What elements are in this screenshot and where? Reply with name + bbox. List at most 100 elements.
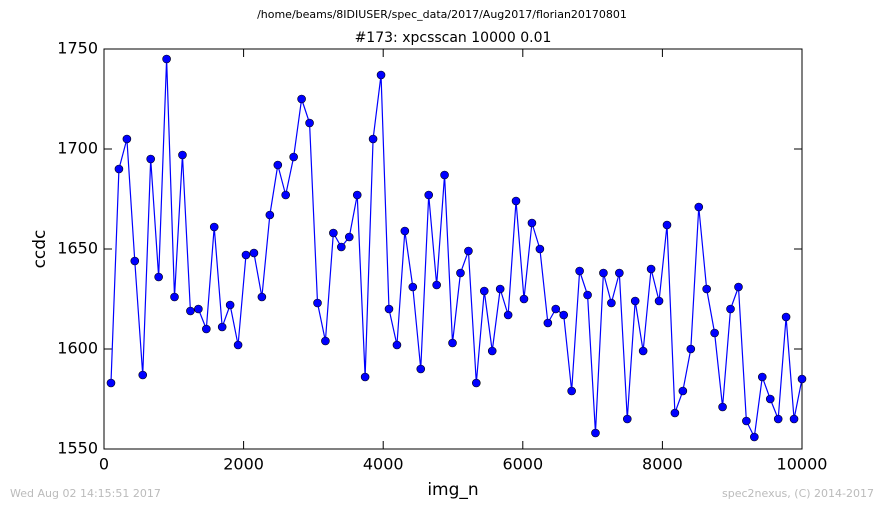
data-point <box>424 190 434 200</box>
data-point <box>329 228 338 238</box>
data-point <box>376 70 386 80</box>
data-point <box>106 378 116 388</box>
data-point <box>416 364 426 374</box>
data-point <box>186 306 195 316</box>
data-point <box>384 304 394 314</box>
data-point <box>583 290 592 300</box>
data-point <box>686 344 696 354</box>
data-point <box>757 372 767 382</box>
data-point <box>456 268 465 278</box>
data-point <box>511 196 521 206</box>
data-point <box>718 402 727 412</box>
data-point <box>337 242 346 252</box>
data-point <box>241 250 251 260</box>
data-point <box>615 268 624 278</box>
chart-title: #173: xpcsscan 10000 0.01 <box>355 30 552 46</box>
data-point <box>178 150 187 160</box>
data-point <box>734 282 743 292</box>
data-point <box>527 218 537 228</box>
data-point <box>146 154 155 164</box>
data-point <box>630 296 640 306</box>
data-point <box>694 202 704 212</box>
y-tick-label: 1750 <box>57 39 98 58</box>
data-point <box>503 310 513 320</box>
suptitle: /home/beams/8IDIUSER/spec_data/2017/Aug2… <box>257 8 627 21</box>
data-point <box>392 340 402 350</box>
data-point <box>773 414 783 424</box>
y-tick-label: 1550 <box>57 439 98 458</box>
x-tick-label: 4000 <box>363 455 404 474</box>
data-point <box>646 264 656 274</box>
data-point <box>559 310 569 320</box>
data-point <box>194 304 203 314</box>
data-point <box>305 118 314 128</box>
data-point <box>344 232 354 242</box>
data-point <box>678 386 688 396</box>
data-point <box>209 222 219 232</box>
data-point <box>797 374 807 384</box>
data-point <box>352 190 362 200</box>
data-point <box>321 336 330 346</box>
x-tick-label: 0 <box>99 455 109 474</box>
data-point <box>607 298 616 308</box>
data-point <box>622 414 632 424</box>
data-point <box>368 134 378 144</box>
data-point <box>495 284 505 294</box>
y-tick-label: 1600 <box>57 339 98 358</box>
y-tick-label: 1650 <box>57 239 98 258</box>
data-point <box>289 152 298 162</box>
data-point <box>130 256 140 266</box>
data-point <box>448 338 457 348</box>
data-point <box>297 94 306 104</box>
data-point <box>257 292 267 302</box>
data-point <box>567 386 576 396</box>
data-point <box>400 226 410 236</box>
data-point <box>170 292 179 302</box>
data-point <box>726 304 735 314</box>
data-line <box>110 58 803 440</box>
data-point <box>591 428 600 438</box>
data-point <box>638 346 648 356</box>
data-point <box>551 304 561 314</box>
y-tick-label: 1700 <box>57 139 98 158</box>
data-point <box>654 296 664 306</box>
data-point <box>114 164 124 174</box>
data-point <box>662 220 672 230</box>
data-point <box>487 346 497 356</box>
data-point <box>162 54 171 64</box>
data-point <box>217 322 227 332</box>
data-point <box>781 312 791 322</box>
data-point <box>543 318 553 328</box>
y-axis-label: ccdc <box>30 230 50 269</box>
data-point <box>479 286 489 296</box>
data-point <box>472 378 481 388</box>
data-point <box>249 248 259 258</box>
data-point <box>313 298 322 308</box>
data-point <box>440 170 449 180</box>
x-axis-label: img_n <box>427 480 478 500</box>
data-point <box>765 394 775 404</box>
x-tick-label: 8000 <box>642 455 683 474</box>
data-point <box>138 370 148 380</box>
data-point <box>742 416 751 426</box>
data-point <box>575 266 584 276</box>
data-point <box>273 160 283 170</box>
x-tick-label: 2000 <box>223 455 264 474</box>
data-point <box>464 246 473 256</box>
data-point <box>519 294 529 304</box>
data-point <box>702 284 711 294</box>
data-point <box>122 134 132 144</box>
footer-left: Wed Aug 02 14:15:51 2017 <box>10 487 161 500</box>
data-point <box>432 280 441 290</box>
data-point <box>360 372 370 382</box>
data-point <box>599 268 608 278</box>
data-point <box>225 300 235 310</box>
data-point <box>408 282 418 292</box>
data-point <box>670 408 680 418</box>
data-point <box>154 272 163 282</box>
data-point <box>750 432 759 442</box>
footer-right: spec2nexus, (C) 2014-2017 <box>722 487 874 500</box>
data-point <box>789 414 799 424</box>
data-point <box>202 324 211 334</box>
